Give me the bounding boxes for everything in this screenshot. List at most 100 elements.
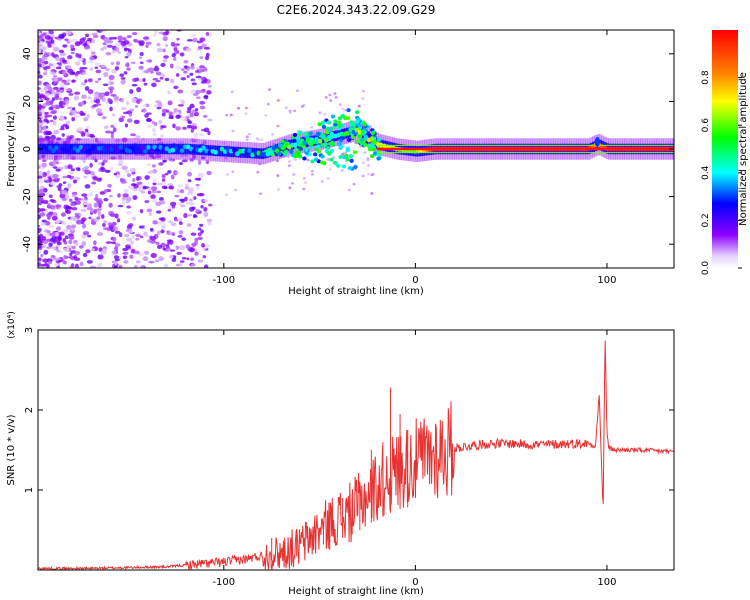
spectrogram-noise-cell bbox=[200, 229, 204, 234]
spectrogram-noise-cell bbox=[80, 133, 86, 137]
spectrogram-noise-cell bbox=[179, 189, 185, 194]
spectrogram-noise-cell bbox=[332, 156, 336, 159]
spectrogram-noise-cell bbox=[161, 112, 166, 117]
spectrogram-noise-cell bbox=[199, 105, 206, 110]
spectrogram-ridge-cell bbox=[271, 145, 277, 151]
spectrogram-noise-cell bbox=[138, 187, 144, 193]
spectrogram-noise-cell bbox=[101, 162, 105, 166]
spectrogram-drift-cell bbox=[304, 150, 309, 155]
spectrogram-drift-cell bbox=[373, 151, 378, 156]
spectrogram-noise-cell bbox=[83, 175, 88, 179]
spectrogram-noise-cell bbox=[53, 166, 58, 169]
spectrogram-noise-cell bbox=[127, 185, 134, 190]
spectrogram-noise-cell bbox=[161, 108, 168, 114]
spectrogram-noise-cell bbox=[326, 158, 330, 161]
spectrogram-noise-cell bbox=[142, 104, 148, 107]
spectrogram-noise-cell bbox=[66, 174, 72, 179]
spectrogram-noise-cell bbox=[147, 190, 152, 195]
spectrogram-noise-cell bbox=[207, 221, 212, 226]
spectrogram-drift-cell bbox=[297, 130, 303, 135]
spectrogram-noise-cell bbox=[248, 132, 252, 136]
spectrogram-noise-cell bbox=[45, 65, 51, 70]
spectrogram-noise-cell bbox=[75, 61, 81, 66]
spectrogram-noise-cell bbox=[56, 62, 62, 65]
spectrogram-noise-cell bbox=[103, 227, 109, 231]
spectrogram-ridge-cell bbox=[164, 146, 169, 152]
spectrogram-noise-cell bbox=[81, 66, 88, 70]
spectrogram-noise-cell bbox=[74, 242, 79, 247]
spectrogram-drift-cell bbox=[303, 132, 308, 137]
spectrogram-noise-cell bbox=[125, 210, 133, 215]
spectrogram-noise-cell bbox=[102, 223, 106, 228]
spectrogram-ridge-cell bbox=[146, 144, 151, 150]
spectrogram-noise-cell bbox=[161, 222, 166, 227]
spectrogram-noise-cell bbox=[189, 72, 194, 76]
spectrogram-noise-cell bbox=[38, 57, 43, 63]
spectrogram-noise-cell bbox=[46, 263, 50, 268]
spectrogram-noise-cell bbox=[51, 215, 58, 221]
spectrogram-noise-cell bbox=[117, 193, 121, 198]
snr-multiplier: (x10⁴) bbox=[7, 311, 17, 338]
spectrogram-noise-cell bbox=[104, 67, 110, 72]
spectrogram-noise-cell bbox=[343, 108, 347, 112]
spectrogram-noise-cell bbox=[75, 53, 79, 58]
spectrogram-noise-cell bbox=[45, 83, 51, 88]
spectrogram-noise-cell bbox=[141, 69, 145, 74]
spectrogram-noise-cell bbox=[177, 235, 183, 238]
spectrogram-noise-cell bbox=[38, 104, 43, 109]
spectrogram-noise-cell bbox=[65, 30, 72, 35]
spectrogram-noise-cell bbox=[95, 193, 99, 199]
spectrogram-ridge-cell bbox=[302, 140, 307, 146]
spectrogram-noise-cell bbox=[156, 190, 162, 194]
spectrogram-noise-cell bbox=[51, 97, 56, 102]
spectrogram-noise-cell bbox=[172, 57, 177, 61]
spectrogram-noise-cell bbox=[86, 132, 90, 138]
spectrogram-noise-cell bbox=[168, 254, 174, 259]
spectrogram-noise-cell bbox=[155, 100, 162, 104]
spectrogram-noise-cell bbox=[46, 213, 53, 218]
spectrogram-noise-cell bbox=[43, 249, 49, 255]
colorbar: 0.0 0.2 0.4 0.6 0.8 Normalized spectral ampl… bbox=[701, 30, 749, 275]
spectrogram-noise-cell bbox=[108, 36, 114, 40]
spectrogram-noise-cell bbox=[135, 260, 141, 264]
spectrogram-ridge-cell bbox=[360, 129, 366, 135]
spectrogram-noise-cell bbox=[85, 154, 90, 158]
spectrogram-noise-cell bbox=[324, 96, 328, 99]
spectrogram-noise-cell bbox=[71, 109, 78, 115]
spectrogram-noise-cell bbox=[361, 174, 365, 178]
spectrogram-noise-cell bbox=[126, 67, 131, 71]
spectrogram-noise-cell bbox=[50, 110, 57, 115]
spectrogram-noise-cell bbox=[194, 132, 198, 137]
spectrogram-noise-cell bbox=[175, 126, 181, 131]
spectrogram-noise-cell bbox=[47, 41, 52, 47]
spectrogram-noise-cell bbox=[123, 71, 128, 75]
spectrogram-noise-cell bbox=[38, 171, 44, 177]
spectrogram-noise-cell bbox=[58, 231, 65, 236]
spectrogram-noise-cell bbox=[81, 241, 86, 247]
spectrogram-noise-cell bbox=[56, 241, 62, 246]
spectrogram-noise-cell bbox=[115, 42, 121, 47]
spectrogram-noise-cell bbox=[190, 128, 195, 133]
spectrogram-noise-cell bbox=[198, 192, 205, 197]
spectrogram-noise-cell bbox=[142, 77, 146, 82]
spectrogram-noise-cell bbox=[193, 214, 197, 218]
spectrogram-noise-cell bbox=[266, 102, 270, 106]
spectrogram-noise-cell bbox=[44, 35, 51, 40]
spectrogram-noise-cell bbox=[293, 109, 297, 113]
spectrogram-noise-cell bbox=[182, 126, 187, 130]
colorbar-tick-label: 0.2 bbox=[701, 213, 711, 227]
spectrogram-noise-cell bbox=[197, 232, 202, 237]
spectrogram-noise-cell bbox=[38, 87, 41, 90]
spectrogram-noise-cell bbox=[121, 137, 128, 143]
spectrogram-noise-cell bbox=[363, 151, 367, 154]
spectrogram-noise-cell bbox=[175, 112, 180, 115]
spectrogram-ridge-cell bbox=[51, 148, 56, 154]
spectrogram-noise-cell bbox=[43, 176, 49, 181]
spectrogram-drift-cell bbox=[340, 113, 345, 118]
spectrogram-noise-cell bbox=[128, 223, 134, 227]
spectrogram-noise-cell bbox=[53, 129, 60, 135]
spectrogram-noise-cell bbox=[114, 213, 119, 219]
spectrogram-noise-cell bbox=[90, 171, 96, 175]
spectrogram-noise-cell bbox=[181, 154, 189, 157]
spectrogram-noise-cell bbox=[144, 250, 150, 255]
